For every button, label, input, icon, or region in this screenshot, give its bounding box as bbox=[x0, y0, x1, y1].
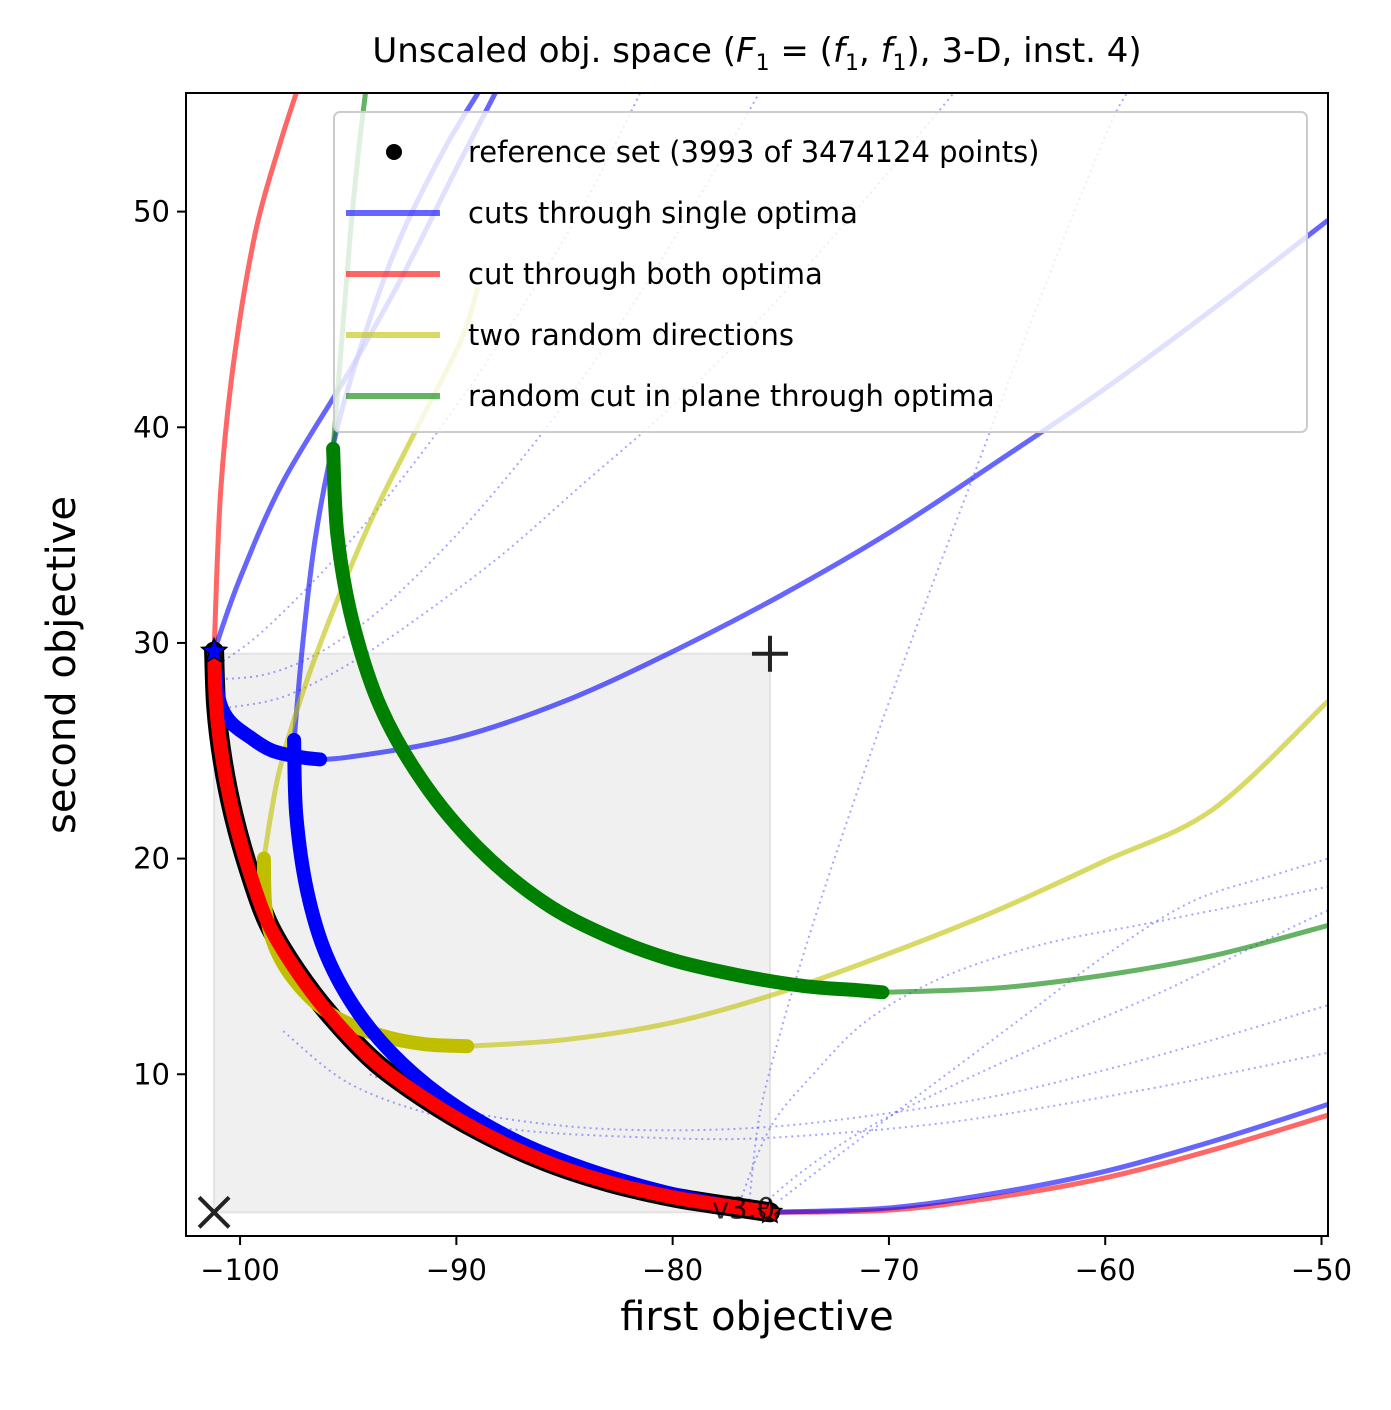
y-axis-label: second objective bbox=[39, 496, 85, 834]
x-tick-label-2: −90 bbox=[426, 1253, 487, 1287]
legend: reference set (3993 of 3474124 points) cu… bbox=[333, 111, 1308, 433]
cut-both-thick bbox=[207, 644, 777, 1220]
point-markers bbox=[197, 635, 788, 1229]
dominated-box bbox=[213, 652, 771, 1214]
chart-title: Unscaled obj. space (F1 = (f1, f1), 3-D,… bbox=[372, 31, 1141, 76]
random-directions-line-2 bbox=[467, 699, 1328, 1049]
legend-box bbox=[333, 111, 1308, 433]
cut-both-line-1 bbox=[211, 93, 299, 652]
optimum-1-star bbox=[199, 636, 229, 664]
dotted-curve-9 bbox=[780, 857, 1328, 1201]
y-axis-ticks: 10 20 30 40 50 bbox=[133, 195, 186, 1091]
random-plane-thick bbox=[326, 441, 890, 1000]
legend-label-1: reference set (3993 of 3474124 points) bbox=[468, 135, 1040, 169]
y-tick-label-4: 40 bbox=[133, 410, 170, 444]
y-tick-label-5: 50 bbox=[133, 195, 170, 229]
y-tick-label-2: 20 bbox=[133, 842, 170, 876]
legend-label-3: cut through both optima bbox=[468, 257, 823, 291]
dominated-region bbox=[213, 652, 771, 1214]
dotted-curve-7 bbox=[736, 885, 1328, 1209]
legend-marker-1 bbox=[386, 144, 402, 160]
ideal-point-x-marker bbox=[197, 1195, 231, 1229]
y-tick-label-1: 10 bbox=[133, 1057, 170, 1091]
x-tick-label-4: −70 bbox=[858, 1253, 919, 1287]
x-tick-label-3: −80 bbox=[642, 1253, 703, 1287]
x-axis-ticks: −100 −90 −80 −70 −60 −50 bbox=[200, 1236, 1352, 1287]
axes-frame bbox=[185, 92, 1329, 1237]
legend-label-4: two random directions bbox=[468, 318, 794, 352]
x-tick-label-6: −50 bbox=[1291, 1253, 1352, 1287]
y-tick-label-3: 30 bbox=[133, 626, 170, 660]
random-plane-line-2 bbox=[882, 922, 1328, 995]
dotted-curve-4 bbox=[282, 1030, 1328, 1141]
x-tick-label-5: −60 bbox=[1075, 1253, 1136, 1287]
legend-label-2: cuts through single optima bbox=[468, 196, 858, 230]
x-tick-label-1: −100 bbox=[200, 1253, 280, 1287]
dotted-curve-8 bbox=[758, 909, 1328, 1209]
nadir-point-plus-marker bbox=[751, 635, 788, 672]
version-annotation: v3.0 bbox=[712, 1191, 775, 1225]
optimum-2-star bbox=[756, 1198, 784, 1224]
thick-series-lines bbox=[204, 441, 890, 1223]
cut-single-2-line-2 bbox=[769, 1102, 1328, 1215]
legend-label-5: random cut in plane through optima bbox=[468, 379, 995, 413]
x-axis-label: first objective bbox=[620, 1294, 894, 1340]
